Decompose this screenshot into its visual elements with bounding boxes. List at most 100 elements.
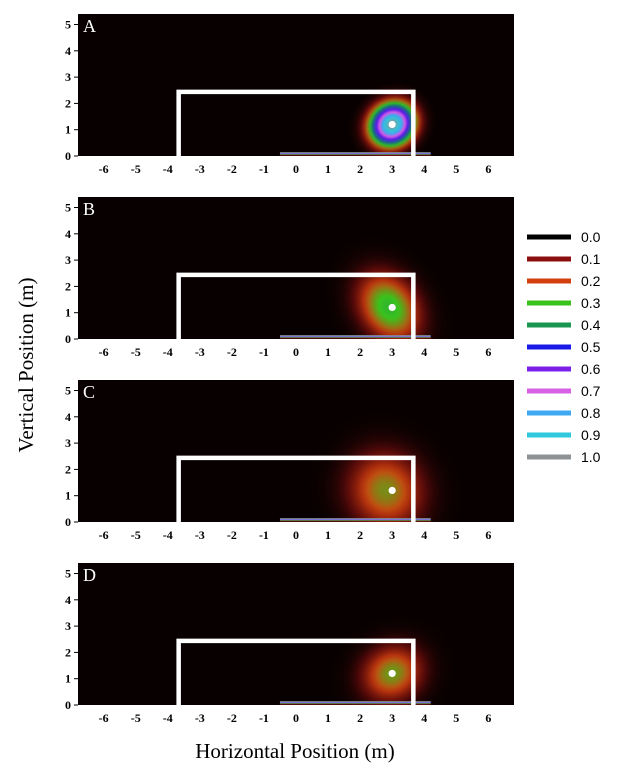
x-tick-label: 6 [485,345,491,359]
x-tick-label: 3 [389,162,395,176]
y-tick-label: 1 [65,489,71,503]
x-tick-label: -5 [131,528,141,542]
x-tick-label: -1 [259,162,269,176]
density-layer [300,403,471,522]
legend-item: 0.1 [527,251,601,267]
goal-frame [176,455,416,522]
y-tick-label: 2 [65,645,71,659]
legend-label: 1.0 [581,449,601,465]
panel-letter: A [83,16,96,36]
panel-letter: B [83,199,95,219]
y-tick-label: 1 [65,123,71,137]
legend-item: 0.5 [527,339,601,355]
legend-label: 0.6 [581,361,601,377]
y-tick-label: 3 [65,619,71,633]
x-tick-label: 0 [293,528,299,542]
y-tick-label: 3 [65,70,71,84]
ground-strip [279,335,431,339]
x-tick-label: 4 [421,711,427,725]
panels: A 0 1 2 3 4 5 -6 -5 -4 -3 -2 -1 0 1 2 3 4 5 6 B 0 1 2 3 4 5 -6 -5 -4 -… [65,14,514,725]
y-tick-label: 4 [65,593,71,607]
y-tick-label: 4 [65,44,71,58]
density-blob [300,403,471,522]
legend-item: 0.4 [527,317,601,333]
x-tick-label: -4 [163,528,173,542]
x-tick-label: 5 [453,528,459,542]
x-tick-label: -2 [227,711,237,725]
x-tick-label: 2 [357,528,363,542]
legend: 0.0 0.1 0.2 0.3 0.4 0.5 0.6 0.7 0.8 0.9 1.0 [527,229,601,465]
x-tick-label: 5 [453,345,459,359]
panel-B: B 0 1 2 3 4 5 -6 -5 -4 -3 -2 -1 0 1 2 3 4 5 6 [65,197,514,359]
x-tick-label: -6 [99,345,109,359]
x-tick-label: 3 [389,528,395,542]
panel-C: C 0 1 2 3 4 5 -6 -5 -4 -3 -2 -1 0 1 2 3 4 5 6 [65,380,514,542]
x-tick-label: -1 [259,345,269,359]
x-tick-label: 0 [293,162,299,176]
x-tick-label: 2 [357,345,363,359]
y-tick-label: 2 [65,279,71,293]
x-tick-label: 0 [293,711,299,725]
x-tick-label: -4 [163,345,173,359]
legend-item: 0.9 [527,427,601,443]
y-tick-label: 1 [65,672,71,686]
y-tick-label: 5 [65,567,71,581]
legend-label: 0.3 [581,295,601,311]
x-tick-label: -1 [259,528,269,542]
y-axis-title: Vertical Position (m) [14,278,38,453]
legend-item: 0.8 [527,405,601,421]
x-tick-label: 6 [485,162,491,176]
x-tick-label: -2 [227,528,237,542]
legend-label: 0.4 [581,317,601,333]
y-tick-label: 0 [65,332,71,346]
y-tick-label: 4 [65,227,71,241]
aim-point [388,669,396,678]
y-tick-label: 0 [65,515,71,529]
panel-D: D 0 1 2 3 4 5 -6 -5 -4 -3 -2 -1 0 1 2 3 4 5 6 [65,563,514,725]
y-tick-label: 5 [65,384,71,398]
legend-item: 0.3 [527,295,601,311]
x-axis-title: Horizontal Position (m) [195,739,394,763]
legend-item: 0.0 [527,229,601,245]
y-tick-label: 2 [65,96,71,110]
goal-frame [176,638,416,705]
y-tick-label: 0 [65,698,71,712]
y-tick-label: 2 [65,462,71,476]
y-tick-label: 5 [65,201,71,215]
ground-strip [279,518,431,522]
x-tick-label: 1 [325,528,331,542]
legend-item: 1.0 [527,449,601,465]
y-tick-label: 0 [65,149,71,163]
x-tick-label: 5 [453,711,459,725]
legend-label: 0.7 [581,383,601,399]
legend-item: 0.6 [527,361,601,377]
x-tick-label: 4 [421,345,427,359]
y-tick-label: 1 [65,306,71,320]
x-tick-label: 6 [485,528,491,542]
x-tick-label: -5 [131,711,141,725]
panel-A: A 0 1 2 3 4 5 -6 -5 -4 -3 -2 -1 0 1 2 3 4 5 6 [65,14,514,176]
x-tick-label: 6 [485,711,491,725]
legend-label: 0.2 [581,273,601,289]
y-tick-label: 3 [65,436,71,450]
x-tick-label: 1 [325,711,331,725]
x-tick-label: -4 [163,162,173,176]
legend-item: 0.2 [527,273,601,289]
panel-letter: D [83,565,96,585]
ground-strip [279,152,431,156]
x-tick-label: -3 [195,711,205,725]
x-tick-label: -6 [99,162,109,176]
x-tick-label: -1 [259,711,269,725]
y-tick-label: 5 [65,18,71,32]
x-tick-label: -4 [163,711,173,725]
panel-letter: C [83,382,95,402]
x-tick-label: -5 [131,345,141,359]
legend-label: 0.0 [581,229,601,245]
x-tick-label: -2 [227,162,237,176]
legend-label: 0.5 [581,339,601,355]
y-tick-label: 3 [65,253,71,267]
x-tick-label: 4 [421,528,427,542]
aim-point [388,486,396,495]
x-tick-label: -6 [99,528,109,542]
goal-frame [176,272,416,339]
